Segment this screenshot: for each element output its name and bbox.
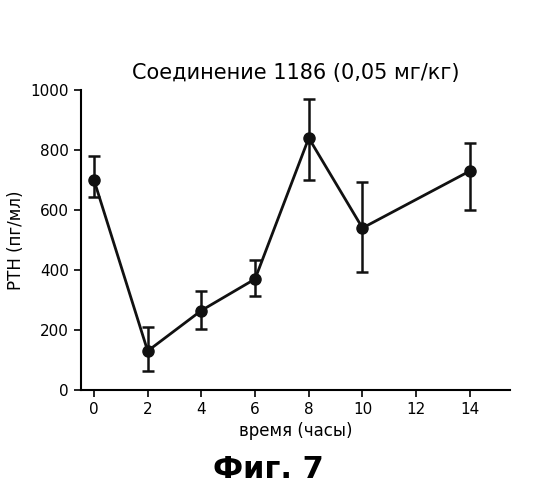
Y-axis label: РТН (пг/мл): РТН (пг/мл) [6, 190, 25, 290]
Title: Соединение 1186 (0,05 мг/кг): Соединение 1186 (0,05 мг/кг) [132, 63, 459, 83]
X-axis label: время (часы): время (часы) [238, 422, 352, 440]
Text: Фиг. 7: Фиг. 7 [213, 456, 324, 484]
